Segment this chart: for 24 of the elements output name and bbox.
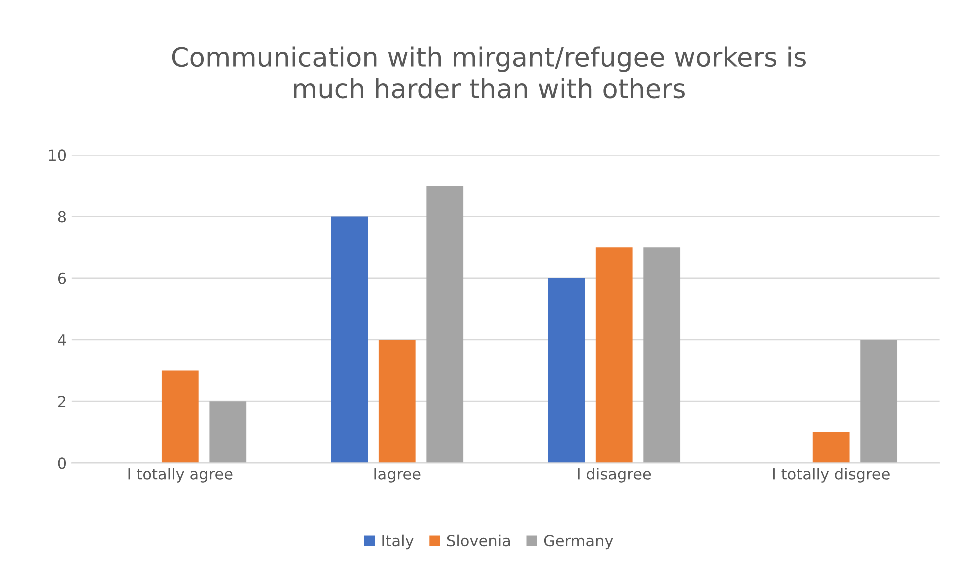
bar: [644, 248, 681, 464]
bar: [331, 216, 368, 464]
chart-title: Communication with mirgant/refugee workers is much harder than with others: [172, 46, 806, 99]
x-tick-label: I totally agree: [128, 468, 233, 483]
legend-label: Italy: [382, 534, 414, 550]
bar: [548, 278, 586, 464]
bar: [378, 340, 416, 464]
bar: [596, 248, 633, 464]
y-tick-label: 2: [58, 396, 66, 408]
x-tick-label: Iagree: [374, 468, 421, 483]
bar: [210, 402, 247, 464]
legend-label: Slovenia: [447, 534, 510, 547]
bar: [426, 186, 464, 464]
x-tick-label: I totally disgree: [773, 468, 890, 483]
y-tick-label: 4: [58, 334, 66, 346]
y-tick-label: 8: [58, 211, 66, 223]
bar: [860, 340, 898, 464]
x-tick-label: I disagree: [578, 468, 652, 483]
legend-label: Germany: [544, 535, 614, 550]
y-tick-label: 6: [58, 272, 66, 284]
bar: [812, 432, 850, 464]
y-tick-label: 0: [58, 458, 66, 470]
y-tick-label: 10: [49, 150, 66, 162]
bar: [162, 370, 199, 464]
